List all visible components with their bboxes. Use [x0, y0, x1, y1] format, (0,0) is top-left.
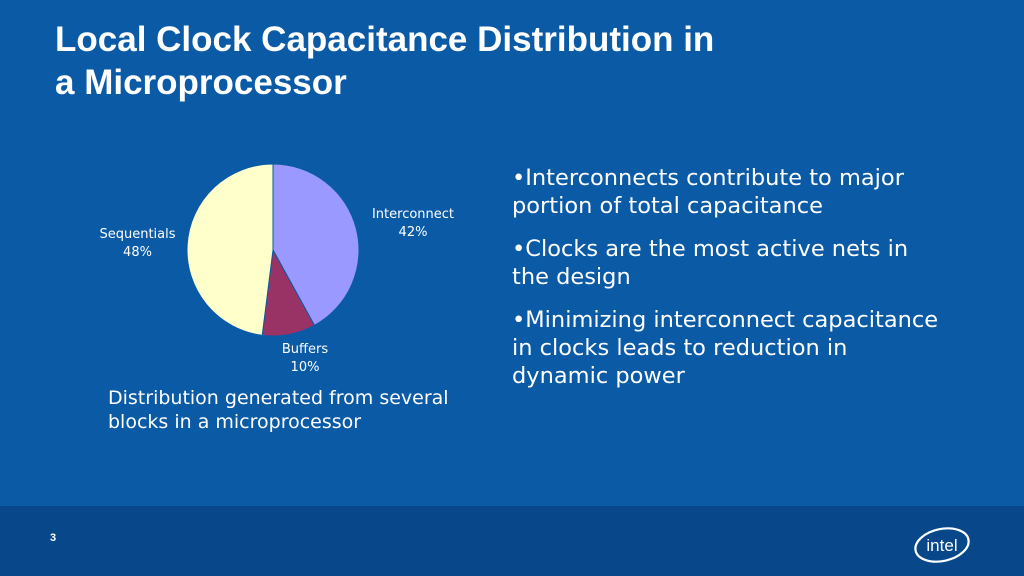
chart-caption: Distribution generated from several bloc…	[108, 386, 508, 434]
chart-caption-line-2: blocks in a microprocessor	[108, 411, 362, 433]
bullet-3-line-2: in clocks leads to reduction in	[512, 335, 848, 361]
chart-caption-line-1: Distribution generated from several	[108, 387, 449, 409]
slice-label-interconnect-value: 42%	[398, 225, 428, 240]
slice-label-sequentials-value: 48%	[123, 245, 152, 260]
pie-slice-sequentials	[186, 163, 274, 336]
slice-label-sequentials-name: Sequentials	[99, 227, 176, 242]
bullet-item: •Clocks are the most active nets in the …	[512, 235, 992, 291]
bullet-3-line-3: dynamic power	[512, 363, 685, 389]
bullet-item: •Interconnects contribute to major porti…	[512, 164, 992, 220]
slide: Local Clock Capacitance Distribution in …	[55, 18, 992, 434]
svg-text:intel: intel	[926, 536, 957, 555]
page-number: 3	[50, 532, 57, 544]
slide-title: Local Clock Capacitance Distribution in …	[55, 18, 955, 104]
intel-logo-icon: intel	[914, 527, 970, 563]
slide-title-line-1: Local Clock Capacitance Distribution in	[55, 20, 715, 59]
slice-label-buffers-name: Buffers	[281, 342, 329, 357]
bullet-list: •Interconnects contribute to major porti…	[512, 164, 992, 405]
bullet-1-line-1: •Interconnects contribute to major	[512, 165, 904, 191]
bullet-1-line-2: portion of total capacitance	[512, 193, 823, 219]
pie-chart-svg	[186, 163, 360, 337]
slide-title-line-2: a Microprocessor	[55, 63, 347, 102]
bullet-2-line-1: •Clocks are the most active nets in	[512, 236, 909, 262]
slice-label-interconnect: Interconnect 42%	[358, 206, 468, 242]
pie-chart: Interconnect 42% Sequentials 48% Buffers…	[80, 150, 500, 390]
slice-label-interconnect-name: Interconnect	[371, 207, 455, 222]
slice-label-buffers: Buffers 10%	[260, 341, 350, 377]
slice-label-sequentials: Sequentials 48%	[90, 226, 185, 262]
slice-label-buffers-value: 10%	[290, 360, 320, 375]
bullet-3-line-1: •Minimizing interconnect capacitance	[512, 307, 939, 333]
footer-bar: 3 intel	[0, 506, 1024, 576]
bullet-2-line-2: the design	[512, 264, 631, 290]
pie-slice-interconnect	[272, 163, 360, 327]
bullet-item: •Minimizing interconnect capacitance in …	[512, 306, 992, 390]
